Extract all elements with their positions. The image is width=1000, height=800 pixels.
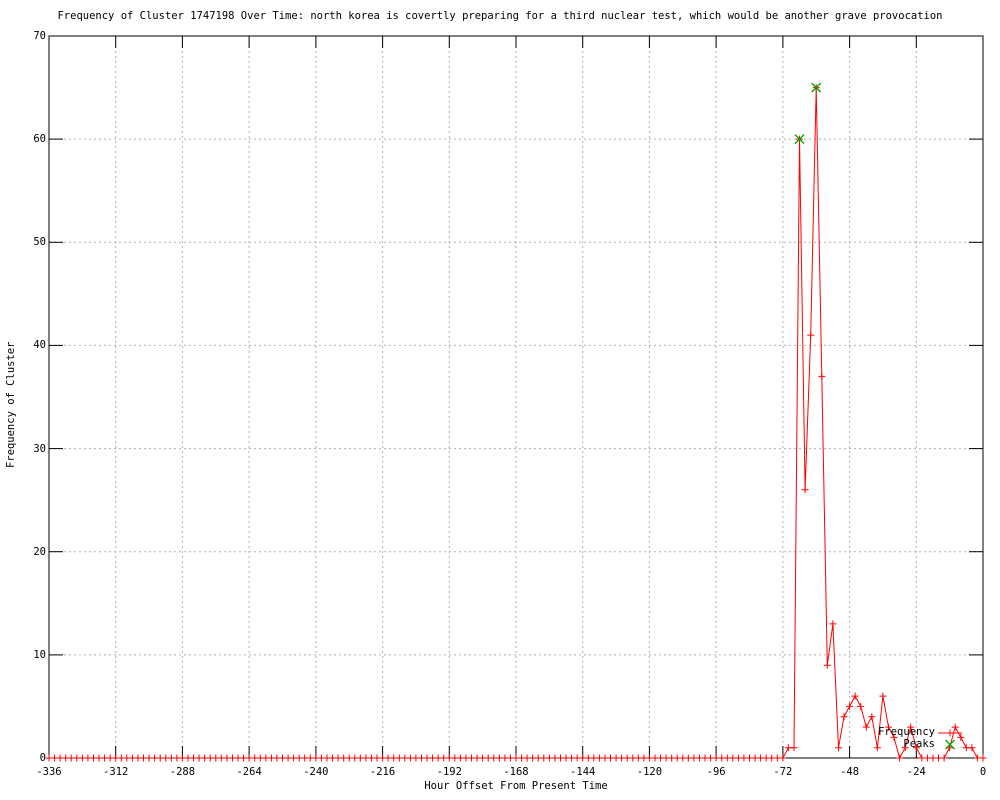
y-tick-label: 60 <box>33 133 46 146</box>
x-tick-label: -288 <box>169 766 196 778</box>
x-tick-label: -312 <box>103 766 129 778</box>
x-tick-label: -120 <box>636 766 663 778</box>
x-tick-label: -264 <box>236 766 262 778</box>
chart-title: Frequency of Cluster 1747198 Over Time: … <box>57 10 943 22</box>
x-tick-label: -168 <box>503 766 529 778</box>
x-tick-label: -72 <box>773 766 793 778</box>
x-axis-label: Hour Offset From Present Time <box>424 780 608 792</box>
x-tick-label: -240 <box>303 766 329 778</box>
x-tick-label: -48 <box>840 766 860 778</box>
x-tick-label: -192 <box>436 766 462 778</box>
x-tick-label: -336 <box>36 766 62 778</box>
legend-frequency-label: Frequency <box>878 726 935 738</box>
y-tick-label: 30 <box>33 442 46 455</box>
y-tick-label: 70 <box>33 30 46 42</box>
x-tick-label: -144 <box>570 766 596 778</box>
x-tick-label: 0 <box>979 766 987 778</box>
legend-entry-frequency: Frequency <box>815 726 935 738</box>
y-tick-label: 20 <box>33 545 46 558</box>
y-tick-label: 10 <box>33 648 46 661</box>
legend-entry-peaks: Peaks <box>815 738 935 750</box>
x-tick-label: -24 <box>906 766 926 778</box>
y-tick-label: 50 <box>33 236 46 249</box>
x-tick-label: -96 <box>706 766 726 778</box>
legend-peaks-label: Peaks <box>903 738 935 750</box>
x-tick-label: -216 <box>369 766 396 778</box>
y-tick-label: 0 <box>39 752 46 764</box>
y-tick-label: 40 <box>33 339 46 352</box>
